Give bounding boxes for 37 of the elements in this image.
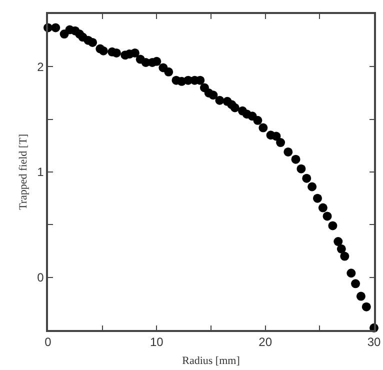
point: [258, 123, 268, 132]
point: [215, 96, 224, 105]
point: [296, 164, 306, 174]
point: [51, 23, 60, 32]
point: [351, 279, 360, 288]
point: [88, 38, 98, 47]
point: [356, 292, 366, 301]
point: [253, 116, 262, 125]
point: [272, 132, 281, 141]
point: [98, 46, 108, 56]
x-axis-title: Radius [mm]: [182, 354, 240, 367]
point: [230, 103, 240, 112]
x-tick-label: 10: [150, 335, 164, 350]
point: [362, 302, 371, 312]
x-tick-label: 30: [367, 335, 381, 350]
y-tick-label: 0: [37, 270, 44, 285]
y-tick-label: 2: [37, 60, 44, 74]
point: [346, 268, 356, 278]
point: [322, 212, 332, 221]
point: [318, 203, 328, 212]
point: [336, 244, 346, 254]
point: [291, 154, 300, 164]
point: [130, 48, 140, 58]
point: [328, 221, 338, 230]
point: [340, 252, 350, 261]
point: [284, 147, 293, 156]
point: [308, 182, 317, 192]
y-tick-label: 1: [37, 165, 44, 180]
point: [302, 174, 312, 183]
point: [312, 194, 322, 203]
point: [276, 138, 286, 148]
point: [208, 90, 218, 100]
point: [164, 67, 174, 76]
y-axis-title: Trapped field [T]: [17, 134, 30, 210]
point: [152, 56, 162, 66]
point: [334, 237, 343, 246]
x-tick-label: 20: [258, 335, 272, 350]
